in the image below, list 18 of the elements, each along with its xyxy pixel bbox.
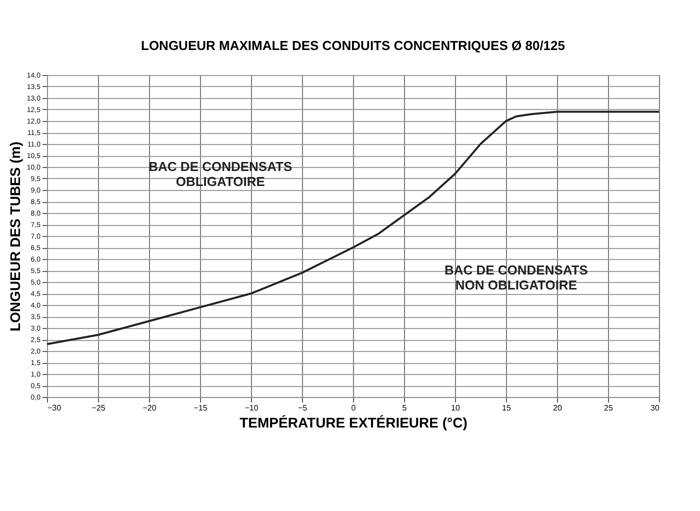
x-tick-label: 25: [604, 404, 614, 412]
x-tick-label: −20: [142, 404, 157, 412]
x-tick-label: 5: [402, 404, 408, 412]
chart-title: LONGUEUR MAXIMALE DES CONDUITS CONCENTRIQUES Ø 80/125: [141, 38, 565, 53]
x-tick-label: −30: [48, 404, 62, 412]
x-tick-label: −15: [194, 404, 208, 412]
annotation: BAC DE CONDENSATS NON OBLIGATOIRE: [444, 262, 588, 292]
x-tick-label: −5: [298, 404, 308, 412]
x-tick-label: 20: [553, 404, 562, 412]
x-tick-label: −10: [244, 404, 259, 412]
x-tick-label: −25: [92, 404, 106, 412]
x-tick-label: 15: [502, 404, 512, 412]
x-tick-label: 0: [351, 404, 356, 412]
x-axis-title: TEMPÉRATURE EXTÉRIEURE (°C): [240, 414, 468, 430]
x-tick-label: 10: [451, 404, 460, 412]
line-series: [46, 110, 660, 346]
y-axis-title: LONGUEUR DES TUBES (m): [6, 142, 23, 332]
x-tick-label: 30: [650, 404, 660, 412]
